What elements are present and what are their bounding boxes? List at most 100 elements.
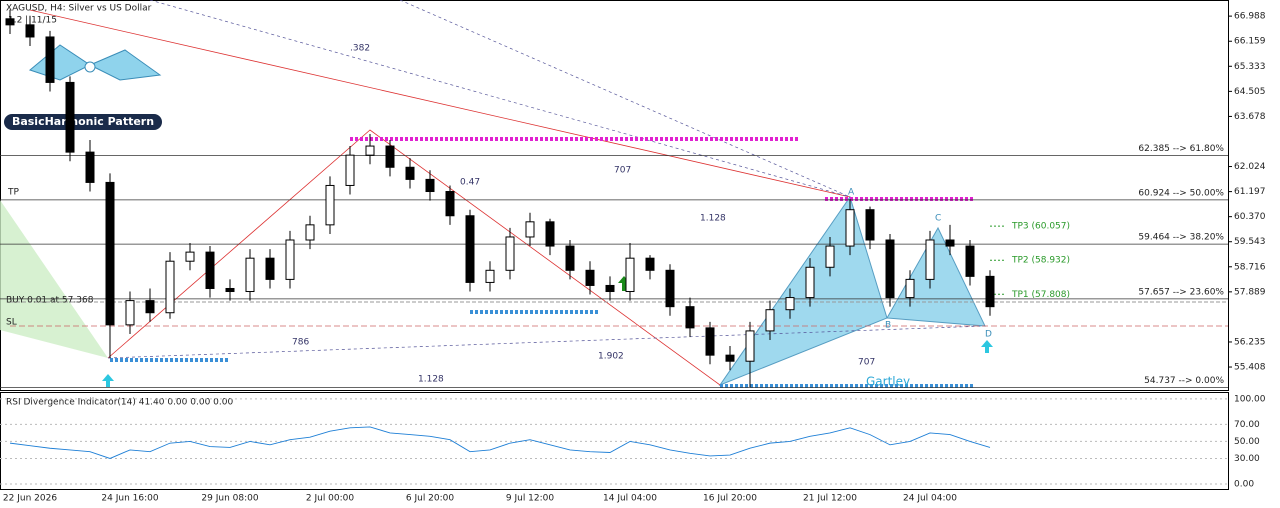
candle-body bbox=[105, 181, 115, 326]
pattern-label: Gartley bbox=[866, 375, 910, 389]
y-tick-label: 0.00 bbox=[1234, 480, 1254, 490]
y-tick-label: 64.505 bbox=[1234, 87, 1266, 97]
candle-body bbox=[545, 221, 555, 247]
candle-body bbox=[645, 257, 655, 271]
candle-body bbox=[725, 354, 735, 362]
x-tick-label: 24 Jul 04:00 bbox=[903, 494, 957, 504]
candle-body bbox=[25, 24, 35, 38]
candle-body bbox=[145, 300, 155, 314]
x-tick-label: 9 Jul 12:00 bbox=[506, 494, 555, 504]
shade bbox=[0, 200, 108, 358]
candle-body bbox=[365, 145, 375, 156]
logo-text: BasicHarmonic Pattern bbox=[12, 115, 154, 128]
chart-subtitle: 1.2 | 11/15 bbox=[8, 16, 57, 26]
fan bbox=[107, 325, 986, 359]
arrow bbox=[981, 340, 993, 353]
candle-body bbox=[405, 166, 415, 180]
x-tick-label: 2 Jul 00:00 bbox=[306, 494, 355, 504]
candle-body bbox=[205, 251, 215, 289]
candle-body bbox=[465, 215, 475, 283]
tp-tag: TP bbox=[7, 188, 19, 198]
x-tick-label: 22 Jun 2026 bbox=[3, 494, 57, 504]
y-tick-label: 61.197 bbox=[1234, 187, 1266, 197]
candle-body bbox=[425, 178, 435, 193]
candle-body bbox=[765, 309, 775, 332]
y-tick-label: 56.235 bbox=[1234, 337, 1266, 347]
target-label: TP3 (60.057) bbox=[1011, 222, 1070, 232]
point-label: D bbox=[985, 330, 992, 340]
candle-body bbox=[585, 269, 595, 286]
ratio: 707 bbox=[614, 166, 631, 176]
x-tick-label: 6 Jul 20:00 bbox=[406, 494, 455, 504]
ratio: 707 bbox=[858, 358, 875, 368]
x-tick-label: 29 Jun 08:00 bbox=[201, 494, 258, 504]
y-tick-label: 100.00 bbox=[1234, 394, 1266, 404]
ratio: .382 bbox=[350, 44, 370, 54]
candle-body bbox=[745, 330, 755, 362]
candle-body bbox=[605, 284, 615, 293]
ratio: 1.128 bbox=[700, 214, 726, 224]
candle-body bbox=[665, 269, 675, 308]
ratio: 1.128 bbox=[418, 375, 444, 385]
x-tick-label: 21 Jul 12:00 bbox=[803, 494, 857, 504]
rsi-line bbox=[9, 426, 991, 459]
candle-body bbox=[325, 184, 335, 226]
candle-body bbox=[965, 245, 975, 277]
y-tick-label: 30.00 bbox=[1234, 454, 1260, 464]
candle-body bbox=[865, 209, 875, 241]
chart-title: XAGUSD, H4: Silver vs US Dollar bbox=[6, 4, 152, 14]
candle-body bbox=[785, 297, 795, 311]
y-tick-label: 55.408 bbox=[1234, 363, 1266, 373]
y-tick-label: 65.333 bbox=[1234, 62, 1266, 72]
candle-body bbox=[845, 209, 855, 247]
y-tick-label: 60.370 bbox=[1234, 212, 1266, 222]
candle-body bbox=[285, 239, 295, 280]
y-tick-label: 62.024 bbox=[1234, 162, 1266, 172]
arrow bbox=[102, 374, 114, 387]
y-tick-label: 66.159 bbox=[1234, 37, 1266, 47]
candle-body bbox=[565, 245, 575, 271]
candle-body bbox=[685, 306, 695, 329]
y-tick-label: 50.00 bbox=[1234, 437, 1260, 447]
candle-body bbox=[5, 18, 15, 26]
x-tick-label: 14 Jul 04:00 bbox=[603, 494, 657, 504]
point-label: B bbox=[885, 321, 891, 331]
candle-body bbox=[65, 81, 75, 153]
candle-body bbox=[885, 239, 895, 299]
point-label: C bbox=[935, 214, 941, 224]
candle-body bbox=[705, 327, 715, 356]
wave bbox=[107, 129, 721, 386]
candle-body bbox=[165, 260, 175, 314]
candle-body bbox=[385, 145, 395, 168]
candle-body bbox=[345, 154, 355, 186]
ratio: 1.902 bbox=[598, 352, 624, 362]
level-label: 57.657 --> 23.60% bbox=[1138, 287, 1224, 297]
price-pane bbox=[0, 0, 1229, 391]
candle-body bbox=[185, 251, 195, 262]
candle-body bbox=[305, 224, 315, 241]
rsi-title: RSI Divergence Indicator(14) 41.40 0.00 … bbox=[6, 398, 233, 408]
candle-body bbox=[985, 275, 995, 308]
ratio: 786 bbox=[292, 338, 309, 348]
candle-body bbox=[225, 287, 235, 293]
candle-body bbox=[445, 191, 455, 217]
y-tick-label: 66.988 bbox=[1234, 12, 1266, 22]
candle-body bbox=[125, 300, 135, 326]
y-tick-label: 57.889 bbox=[1234, 287, 1266, 297]
candle-body bbox=[505, 236, 515, 271]
candle-body bbox=[925, 239, 935, 280]
fan bbox=[399, 0, 851, 198]
candle-body bbox=[825, 245, 835, 268]
candle-body bbox=[265, 257, 275, 280]
candle-body bbox=[485, 269, 495, 283]
candle-body bbox=[945, 239, 955, 247]
level-label: 60.924 --> 50.00% bbox=[1138, 188, 1224, 198]
y-tick-label: 63.678 bbox=[1234, 112, 1266, 122]
logo-bg bbox=[4, 114, 162, 130]
candle-body bbox=[45, 36, 55, 83]
sl-tag: SL bbox=[6, 318, 17, 328]
ratio: 0.47 bbox=[460, 178, 480, 188]
fan bbox=[149, 0, 851, 198]
candle-body bbox=[625, 257, 635, 293]
